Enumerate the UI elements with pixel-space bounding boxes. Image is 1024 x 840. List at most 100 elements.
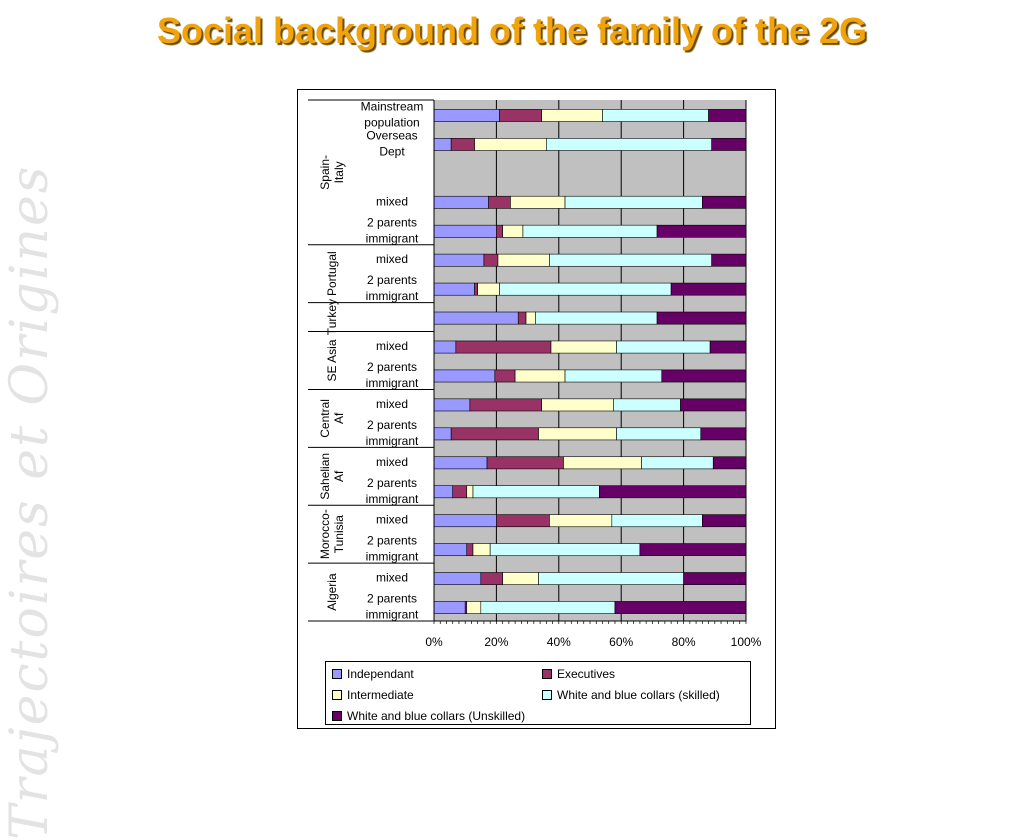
row-label: mixed: [376, 339, 408, 353]
row-label: mixed: [376, 571, 408, 585]
legend-label: Independant: [347, 667, 414, 681]
bar-segment: [474, 282, 478, 296]
row-label: Mainstream population: [361, 99, 424, 129]
legend-swatch: [332, 690, 342, 700]
bar-segment: [433, 224, 497, 238]
bar-segment: [613, 398, 681, 412]
bar-segment: [480, 601, 616, 614]
legend-swatch: [542, 690, 552, 700]
bar-segment: [433, 253, 485, 267]
bar-segment: [486, 456, 564, 470]
chart-frame: 0% 20% 40% 60% 80% 100% Mainstream population Ov…: [297, 89, 776, 729]
bar-segment: [670, 282, 747, 296]
bar-segment: [522, 224, 658, 238]
bar-segment: [641, 456, 714, 470]
bar-segment: [433, 543, 468, 557]
bar-segment: [502, 572, 539, 585]
bar-segment: [616, 340, 711, 354]
bar-segment: [564, 369, 663, 383]
bar-segment: [433, 369, 496, 383]
bar-segment: [541, 398, 614, 412]
bar-segment: [602, 109, 709, 122]
bar-segment: [712, 456, 747, 470]
legend-label: Executives: [557, 667, 616, 681]
bar-segment: [433, 138, 452, 151]
bar-segment: [489, 543, 641, 557]
bar-segment: [488, 195, 511, 209]
bar-segment: [514, 369, 566, 383]
bar-segment: [709, 340, 747, 354]
row-label: mixed: [376, 252, 408, 266]
legend-label: Intermediate: [347, 688, 414, 702]
row-label: 2 parents immigrant: [366, 534, 419, 564]
group-label: SE Asia: [325, 339, 339, 381]
bar-segment: [477, 282, 500, 296]
bar-segment: [433, 456, 488, 470]
bar-segment: [433, 514, 497, 528]
bar-segment: [546, 138, 712, 151]
x-tick-label: 0%: [425, 635, 443, 649]
bar-segment: [466, 485, 474, 499]
bar-segment: [450, 138, 475, 151]
bar-segment: [452, 485, 468, 499]
bar-segment: [480, 572, 503, 585]
bar-segment: [483, 253, 499, 267]
row-label: mixed: [376, 397, 408, 411]
bar-segment: [549, 253, 712, 267]
bar-segment: [700, 427, 747, 441]
bar-segment: [474, 138, 547, 151]
bar-segment: [702, 195, 747, 209]
bar-segment: [708, 109, 747, 122]
bar-segment: [639, 543, 747, 557]
bar-segment: [680, 398, 747, 412]
x-tick-label: 40%: [547, 635, 571, 649]
row-label: 2 parents immigrant: [366, 360, 419, 390]
bar-segment: [433, 572, 482, 585]
bar-segment: [496, 514, 550, 528]
chart-legend: Independant Executives Intermediate White a…: [325, 661, 751, 725]
row-label: Overseas Dept: [366, 128, 417, 158]
group-label: Turkey: [325, 299, 339, 335]
legend-label: White and blue collars (Unskilled): [347, 709, 526, 723]
bar-segment: [466, 543, 474, 557]
bar-segment: [494, 369, 516, 383]
bar-segment: [466, 601, 482, 614]
bar-segment: [550, 340, 617, 354]
bar-segment: [433, 311, 519, 325]
bar-segment: [525, 311, 536, 325]
x-tick-label: 80%: [672, 635, 696, 649]
bar-segment: [469, 398, 542, 412]
legend-item: Independant: [332, 667, 414, 681]
group-label: Morocco-Tunisia: [318, 509, 346, 559]
row-label: 2 parents immigrant: [366, 418, 419, 448]
row-label: 2 parents immigrant: [366, 476, 419, 506]
row-label: 2 parents immigrant: [366, 273, 419, 303]
legend-swatch: [332, 669, 342, 679]
legend-swatch: [332, 711, 342, 721]
bar-segment: [614, 601, 747, 614]
bar-segment: [433, 195, 489, 209]
bar-segment: [433, 282, 475, 296]
bar-segment: [433, 340, 457, 354]
row-label: mixed: [376, 194, 408, 208]
bar-segment: [538, 427, 617, 441]
bar-segment: [683, 572, 747, 585]
legend-item: White and blue collars (Unskilled): [332, 709, 525, 723]
bar-segment: [497, 253, 550, 267]
bar-segment: [564, 195, 703, 209]
legend-label: White and blue collars (skilled): [557, 688, 720, 702]
group-label: Algeria: [325, 573, 339, 611]
group-label: SahelianAf: [318, 453, 346, 500]
bar-segment: [661, 369, 747, 383]
row-label: mixed: [376, 513, 408, 527]
legend-swatch: [542, 669, 552, 679]
row-label: 2 parents immigrant: [366, 592, 419, 622]
legend-item: Intermediate: [332, 688, 414, 702]
bar-segment: [656, 311, 747, 325]
bar-segment: [563, 456, 642, 470]
bar-segment: [702, 514, 747, 528]
bar-segment: [496, 224, 503, 238]
group-label: CentralAf: [318, 399, 346, 438]
bar-segment: [472, 485, 600, 499]
bar-segment: [472, 543, 491, 557]
